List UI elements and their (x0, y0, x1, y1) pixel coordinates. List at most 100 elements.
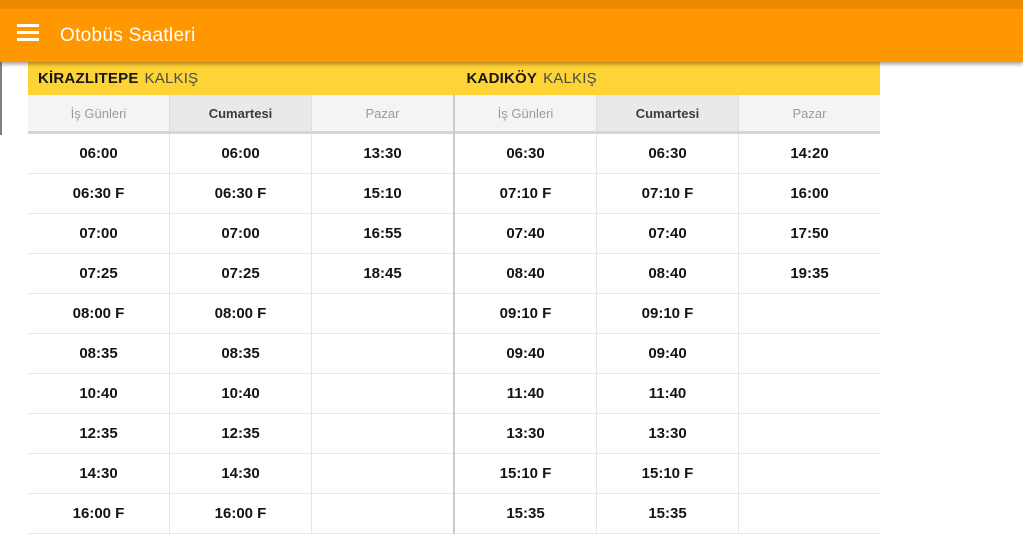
table-row: 16:00 F 16:00 F (28, 494, 453, 534)
timetable-kirazlitepe: İş Günleri Cumartesi Pazar 06:00 06:00 13:… (28, 95, 453, 534)
menu-button[interactable] (14, 19, 42, 45)
scrollbar[interactable] (0, 62, 2, 135)
time-cell (311, 334, 453, 373)
table-row: 14:30 14:30 (28, 454, 453, 494)
table-row: 11:40 11:40 (455, 374, 880, 414)
time-cell (311, 454, 453, 493)
time-cell: 12:35 (169, 414, 311, 453)
time-cell: 07:25 (79, 265, 118, 282)
column-header-weekdays: İş Günleri (70, 105, 127, 121)
time-cell: 15:10 F (596, 454, 738, 493)
app-bar: Otobüs Saatleri (0, 0, 1023, 62)
time-cell: 07:40 (506, 225, 545, 242)
time-cell: 08:00 F (72, 305, 125, 322)
column-header-row: İş Günleri Cumartesi Pazar (28, 95, 453, 134)
column-header-saturday: Cumartesi (169, 95, 311, 131)
column-header-sunday: Pazar (311, 95, 453, 131)
table-row: 07:00 07:00 16:55 (28, 214, 453, 254)
table-row: 08:00 F 08:00 F (28, 294, 453, 334)
table-row: 15:35 15:35 (455, 494, 880, 534)
time-cell: 07:10 F (499, 185, 552, 202)
time-cell: 06:30 F (72, 185, 125, 202)
time-cell (738, 294, 880, 333)
time-cell: 07:00 (79, 225, 118, 242)
timetable-body: 06:30 06:30 14:20 07:10 F 07:10 F 16:00 07:40 0… (455, 134, 880, 534)
station-suffix: KALKIŞ (543, 70, 597, 87)
timetable-body: 06:00 06:00 13:30 06:30 F 06:30 F 15:10 07:00 0… (28, 134, 453, 534)
time-cell: 14:30 (79, 465, 118, 482)
time-cell: 08:35 (79, 345, 118, 362)
time-cell (311, 494, 453, 533)
hamburger-menu-icon (17, 23, 39, 41)
status-bar (0, 0, 1023, 9)
table-row: 15:10 F 15:10 F (455, 454, 880, 494)
timetable-card: KİRAZLITEPE KALKIŞ KADIKÖY KALKIŞ İş Gün… (28, 62, 880, 534)
column-header-saturday: Cumartesi (596, 95, 738, 131)
time-cell: 15:35 (596, 494, 738, 533)
time-cell: 08:35 (169, 334, 311, 373)
time-cell: 09:40 (596, 334, 738, 373)
station-header-kadikoy: KADIKÖY KALKIŞ (452, 62, 881, 95)
time-cell: 09:40 (506, 345, 545, 362)
time-cell: 13:30 (596, 414, 738, 453)
time-cell (311, 374, 453, 413)
time-cell: 16:00 (738, 174, 880, 213)
time-cell: 06:30 (596, 134, 738, 173)
time-cell: 07:25 (169, 254, 311, 293)
time-cell: 16:55 (311, 214, 453, 253)
time-cell (738, 334, 880, 373)
table-row: 12:35 12:35 (28, 414, 453, 454)
station-name: KİRAZLITEPE (38, 70, 139, 87)
table-row: 09:40 09:40 (455, 334, 880, 374)
time-cell: 08:00 F (169, 294, 311, 333)
time-cell: 17:50 (738, 214, 880, 253)
station-name: KADIKÖY (466, 70, 538, 87)
time-cell: 08:40 (596, 254, 738, 293)
time-cell: 13:30 (311, 134, 453, 173)
timetables: İş Günleri Cumartesi Pazar 06:00 06:00 13:… (28, 95, 880, 534)
time-cell: 19:35 (738, 254, 880, 293)
time-cell: 15:35 (506, 505, 545, 522)
time-cell: 08:40 (506, 265, 545, 282)
table-row: 08:40 08:40 19:35 (455, 254, 880, 294)
time-cell: 13:30 (506, 425, 545, 442)
column-header-row: İş Günleri Cumartesi Pazar (455, 95, 880, 134)
time-cell: 16:00 F (72, 505, 125, 522)
table-row: 06:30 F 06:30 F 15:10 (28, 174, 453, 214)
time-cell: 07:10 F (596, 174, 738, 213)
time-cell: 11:40 (596, 374, 738, 413)
time-cell: 09:10 F (499, 305, 552, 322)
station-suffix: KALKIŞ (144, 70, 199, 87)
time-cell: 18:45 (311, 254, 453, 293)
table-row: 08:35 08:35 (28, 334, 453, 374)
time-cell (311, 294, 453, 333)
timetable-kadikoy: İş Günleri Cumartesi Pazar 06:30 06:30 14:… (453, 95, 880, 534)
time-cell (738, 374, 880, 413)
time-cell: 06:30 (506, 145, 545, 162)
time-cell (738, 414, 880, 453)
time-cell: 06:00 (79, 145, 118, 162)
time-cell: 14:20 (738, 134, 880, 173)
time-cell: 15:10 (311, 174, 453, 213)
time-cell: 09:10 F (596, 294, 738, 333)
table-row: 07:10 F 07:10 F 16:00 (455, 174, 880, 214)
column-header-sunday: Pazar (738, 95, 880, 131)
table-row: 06:30 06:30 14:20 (455, 134, 880, 174)
app-title: Otobüs Saatleri (60, 24, 196, 46)
table-row: 07:40 07:40 17:50 (455, 214, 880, 254)
table-row: 09:10 F 09:10 F (455, 294, 880, 334)
table-row: 13:30 13:30 (455, 414, 880, 454)
time-cell: 06:00 (169, 134, 311, 173)
time-cell: 16:00 F (169, 494, 311, 533)
time-cell: 06:30 F (169, 174, 311, 213)
time-cell: 12:35 (79, 425, 118, 442)
time-cell: 10:40 (79, 385, 118, 402)
table-row: 07:25 07:25 18:45 (28, 254, 453, 294)
station-band: KİRAZLITEPE KALKIŞ KADIKÖY KALKIŞ (28, 62, 880, 95)
time-cell: 14:30 (169, 454, 311, 493)
time-cell (311, 414, 453, 453)
column-header-weekdays: İş Günleri (497, 105, 554, 121)
table-row: 06:00 06:00 13:30 (28, 134, 453, 174)
table-row: 10:40 10:40 (28, 374, 453, 414)
time-cell: 10:40 (169, 374, 311, 413)
